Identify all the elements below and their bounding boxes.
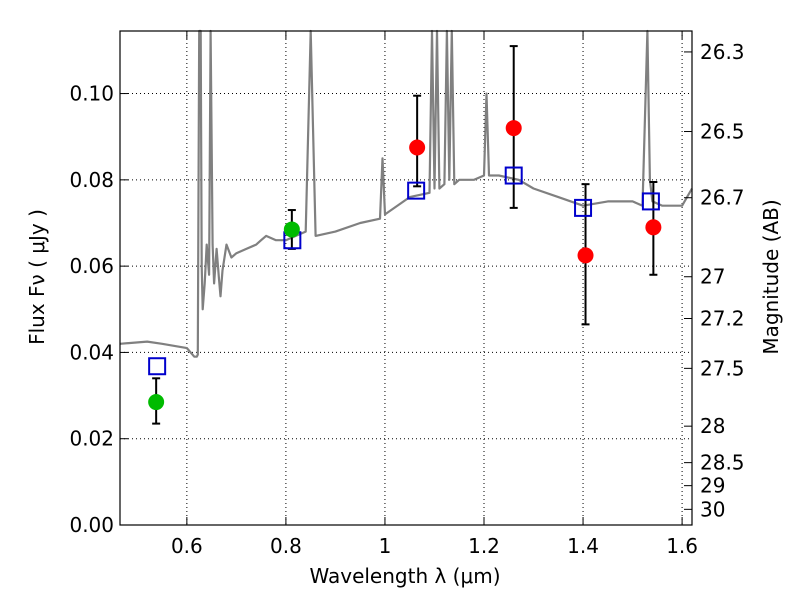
y-tick-label: 0.06: [69, 254, 114, 278]
x-tick-label: 0.6: [171, 534, 203, 558]
x-axis-title: Wavelength λ (μm): [309, 564, 500, 588]
observed-point-green: [148, 394, 165, 411]
y-tick-label: 0.02: [69, 427, 114, 451]
marker-layer: [148, 45, 662, 425]
model-square-marker: [148, 357, 167, 376]
x-tick-label: 1.4: [567, 534, 599, 558]
y-tick-label: 0.04: [69, 340, 114, 364]
x-tick-label: 1: [379, 534, 392, 558]
y-tick-label: 0.00: [69, 513, 114, 537]
mag-tick-label: 26.5: [700, 120, 745, 144]
mag-tick-label: 29: [700, 474, 725, 498]
right-axis-title: Magnitude (AB): [759, 199, 783, 354]
model-square-marker: [407, 181, 426, 200]
observed-point-red: [577, 247, 594, 264]
observed-point-red: [505, 120, 522, 137]
y-tick-label: 0.10: [69, 82, 114, 106]
mag-tick-label: 30: [700, 497, 725, 521]
plot-frame: [119, 30, 693, 526]
y-axis-title: Flux Fν ( μJy ): [25, 209, 49, 345]
model-square-marker: [504, 166, 523, 185]
mag-tick-label: 26.3: [700, 40, 745, 64]
y-tick-label: 0.08: [69, 168, 114, 192]
mag-tick-label: 27.2: [700, 306, 745, 330]
mag-tick-label: 26.7: [700, 186, 745, 210]
x-tick-label: 1.2: [468, 534, 500, 558]
observed-point-red: [409, 139, 426, 156]
spectrum-layer: [119, 29, 693, 358]
observed-point-green: [283, 221, 300, 238]
model-square-marker: [641, 192, 660, 211]
mag-tick-label: 27.5: [700, 356, 745, 380]
model-square-marker: [574, 198, 593, 217]
x-tick-label: 0.8: [270, 534, 302, 558]
observed-point-red: [645, 219, 662, 236]
spectrum-line: [119, 29, 693, 358]
mag-tick-label: 27: [700, 265, 725, 289]
x-tick-label: 1.6: [666, 534, 698, 558]
mag-tick-label: 28: [700, 414, 725, 438]
mag-tick-label: 28.5: [700, 451, 745, 475]
tick-layer: 0.6 0.8 1 1.2 1.4 1.6 0.00 0.02 0.04 0.06 0.08 0.10…: [69, 31, 745, 558]
